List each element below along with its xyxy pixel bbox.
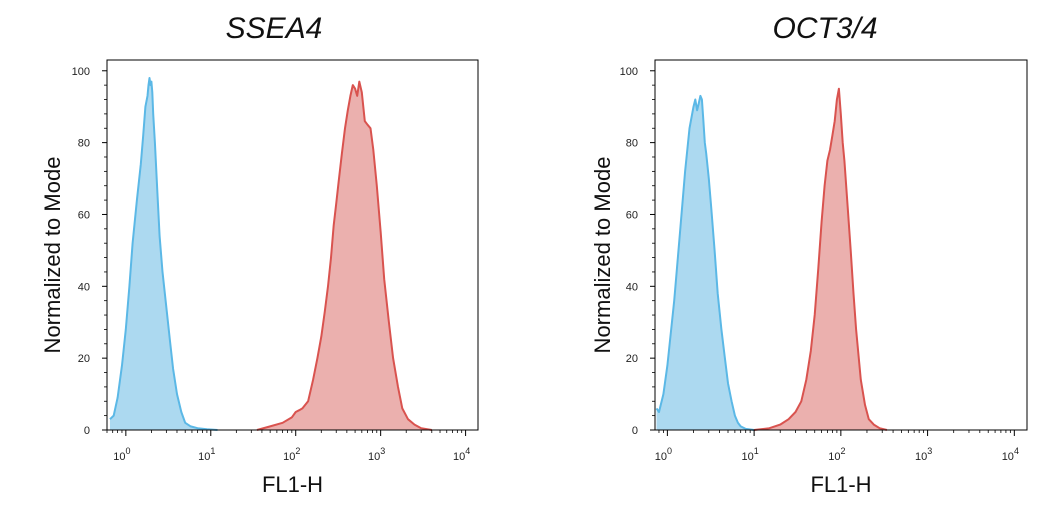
histogram-plot: 0 20 40 60 80 100 100 101 102 103 104 FL1-H Normaliz… xyxy=(40,59,479,497)
series-area xyxy=(754,88,887,430)
chart-panel-ssea4: SSEA4 0 20 40 60 80 100 100 101 102 103 104 FL1-H No… xyxy=(40,12,479,497)
y-axis-title: Normalized to Mode xyxy=(590,157,615,354)
y-tick-label: 0 xyxy=(84,425,90,437)
y-tick-label: 80 xyxy=(78,138,90,150)
series-line xyxy=(655,94,755,431)
series-line xyxy=(753,87,888,431)
y-tick-label: 20 xyxy=(78,353,90,365)
series-area xyxy=(656,95,755,431)
x-tick-label: 100 xyxy=(113,446,130,463)
x-axis-title: FL1-H xyxy=(810,472,871,497)
chart-title: SSEA4 xyxy=(225,12,323,45)
y-tick-label: 60 xyxy=(626,209,638,221)
chart-title: OCT3/4 xyxy=(772,12,878,45)
chart-panel-oct34: OCT3/4 0 20 40 60 80 100 100 101 102 103 104 FL1-H N… xyxy=(530,0,1060,514)
x-axis-title: FL1-H xyxy=(262,472,323,497)
x-tick-label: 102 xyxy=(828,446,845,463)
y-tick-label: 60 xyxy=(78,209,90,221)
series-area xyxy=(110,78,218,430)
y-tick-label: 40 xyxy=(78,281,90,293)
series-line xyxy=(109,77,218,431)
y-tick-label: 100 xyxy=(72,66,90,78)
x-tick-label: 104 xyxy=(1002,446,1019,463)
y-tick-label: 80 xyxy=(626,138,638,150)
y-tick-label: 20 xyxy=(626,353,638,365)
y-tick-label: 40 xyxy=(626,281,638,293)
x-tick-label: 103 xyxy=(915,446,932,463)
histogram-plot: 0 20 40 60 80 100 100 101 102 103 104 FL1-H Normaliz… xyxy=(590,59,1028,497)
plot-frame xyxy=(106,59,479,431)
series-line xyxy=(256,80,432,431)
y-axis-title: Normalized to Mode xyxy=(40,157,65,354)
series-area xyxy=(257,81,432,430)
y-tick-label: 100 xyxy=(620,66,638,78)
x-tick-label: 102 xyxy=(283,446,300,463)
x-tick-label: 101 xyxy=(198,446,215,463)
x-tick-label: 100 xyxy=(655,446,672,463)
x-tick-label: 101 xyxy=(741,446,758,463)
x-tick-label: 104 xyxy=(453,446,470,463)
x-tick-label: 103 xyxy=(368,446,385,463)
y-tick-label: 0 xyxy=(632,425,638,437)
